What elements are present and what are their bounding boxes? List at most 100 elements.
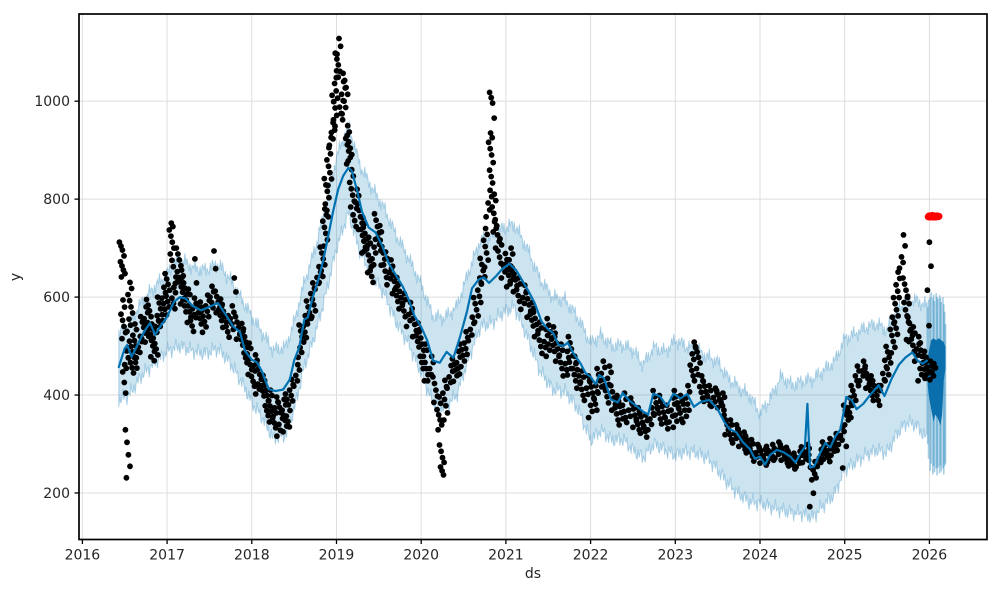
scatter-point [887, 326, 894, 333]
scatter-point [325, 182, 331, 189]
scatter-point [333, 112, 340, 119]
scatter-point [399, 302, 406, 309]
scatter-point [906, 320, 913, 327]
scatter-point [269, 392, 275, 399]
scatter-point [280, 428, 286, 435]
scatter-point [556, 353, 562, 360]
scatter-point [602, 364, 608, 371]
scatter-point [674, 418, 680, 425]
scatter-point [150, 335, 157, 342]
scatter-point [349, 192, 356, 199]
scatter-point [269, 415, 276, 421]
scatter-point [266, 419, 273, 425]
scatter-point [337, 43, 344, 50]
scatter-point [215, 306, 222, 313]
scatter-point [647, 416, 653, 422]
scatter-point [471, 319, 478, 325]
scatter-point [341, 77, 348, 84]
scatter-point [128, 343, 135, 350]
scatter-point [169, 239, 176, 246]
scatter-point [271, 420, 278, 426]
scatter-point [852, 397, 859, 404]
scatter-point [722, 431, 728, 438]
scatter-point [578, 386, 585, 393]
scatter-point [482, 243, 489, 250]
scatter-point [672, 412, 679, 418]
scatter-point [677, 410, 683, 416]
scatter-point [264, 392, 271, 399]
scatter-point [441, 396, 448, 403]
scatter-point [453, 359, 460, 366]
scatter-point [187, 317, 194, 324]
scatter-point [863, 370, 870, 377]
scatter-point [248, 373, 255, 380]
scatter-point [130, 370, 137, 376]
scatter-point [606, 363, 613, 369]
scatter-point [294, 361, 301, 368]
scatter-point [835, 441, 842, 448]
scatter-point [493, 225, 500, 232]
scatter-point [904, 294, 911, 301]
scatter-point [612, 404, 618, 411]
scatter-point [166, 287, 173, 294]
y-tick-label: 600 [43, 290, 70, 306]
scatter-point [576, 373, 582, 379]
scatter-point [229, 303, 236, 309]
scatter-point [896, 265, 903, 272]
scatter-point [713, 387, 720, 394]
scatter-point [489, 204, 496, 210]
scatter-point [485, 139, 492, 146]
scatter-point [185, 303, 191, 309]
scatter-point [173, 245, 180, 252]
scatter-point [172, 305, 178, 312]
scatter-point [564, 372, 571, 378]
scatter-point [550, 324, 557, 330]
scatter-point [574, 366, 581, 373]
scatter-point [656, 410, 662, 416]
scatter-point [594, 365, 600, 372]
scatter-point [645, 426, 651, 433]
scatter-point [541, 338, 547, 345]
scatter-point [680, 401, 687, 407]
gridlines [79, 14, 987, 540]
scatter-point [870, 397, 877, 404]
scatter-point [701, 383, 708, 390]
scatter-point [862, 365, 868, 372]
scatter-point [648, 421, 655, 428]
scatter-point [633, 416, 640, 422]
scatter-point [263, 407, 270, 414]
scatter-point [882, 377, 888, 384]
scatter-point [690, 373, 697, 379]
scatter-point [440, 390, 446, 396]
scatter-point [185, 286, 192, 293]
scatter-point [509, 251, 516, 257]
scatter-point [430, 374, 436, 380]
scatter-point [325, 163, 332, 170]
scatter-point [640, 423, 647, 429]
scatter-point [122, 270, 128, 277]
scatter-point [265, 398, 272, 404]
scatter-point [664, 425, 671, 432]
scatter-point [498, 242, 505, 248]
scatter-point [334, 51, 340, 58]
scatter-point [670, 424, 677, 431]
scatter-point [262, 387, 269, 394]
scatter-point [224, 328, 231, 335]
scatter-point [438, 422, 445, 428]
scatter-point [212, 265, 219, 272]
scatter-point [894, 288, 901, 295]
scatter-point [365, 234, 372, 241]
scatter-point [890, 294, 897, 301]
scatter-point [742, 432, 749, 439]
scatter-point [204, 308, 211, 315]
scatter-point [207, 294, 213, 300]
scatter-point [892, 344, 898, 351]
scatter-point [521, 300, 528, 307]
scatter-point [331, 127, 338, 133]
scatter-point [426, 365, 433, 372]
scatter-point [469, 314, 476, 321]
scatter-point [223, 323, 230, 330]
scatter-point [370, 261, 377, 268]
scatter-point [506, 257, 512, 263]
